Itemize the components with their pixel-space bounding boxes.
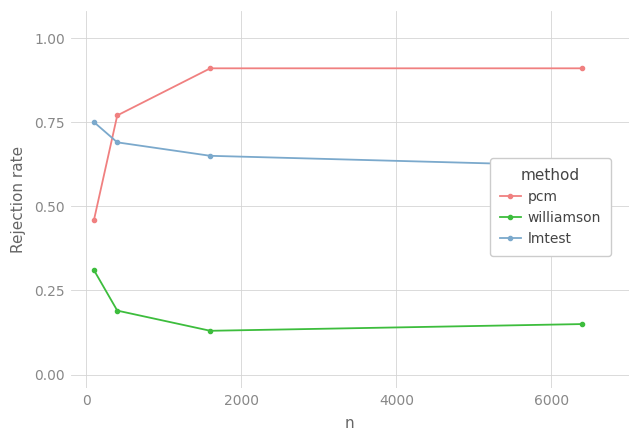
Line: pcm: pcm — [92, 66, 584, 222]
pcm — [579, 66, 586, 71]
Y-axis label: Rejection rate: Rejection rate — [11, 146, 26, 253]
Legend: pcm, williamson, lmtest: pcm, williamson, lmtest — [490, 158, 611, 256]
williamson — [207, 328, 214, 333]
pcm — [113, 113, 121, 118]
X-axis label: n: n — [345, 416, 355, 431]
williamson — [579, 321, 586, 327]
pcm — [90, 217, 98, 222]
williamson — [113, 308, 121, 313]
pcm — [207, 66, 214, 71]
williamson — [90, 267, 98, 273]
lmtest — [90, 119, 98, 125]
lmtest — [579, 163, 586, 168]
Line: lmtest: lmtest — [92, 120, 584, 168]
lmtest — [207, 153, 214, 159]
lmtest — [113, 140, 121, 145]
Line: williamson: williamson — [92, 268, 584, 333]
